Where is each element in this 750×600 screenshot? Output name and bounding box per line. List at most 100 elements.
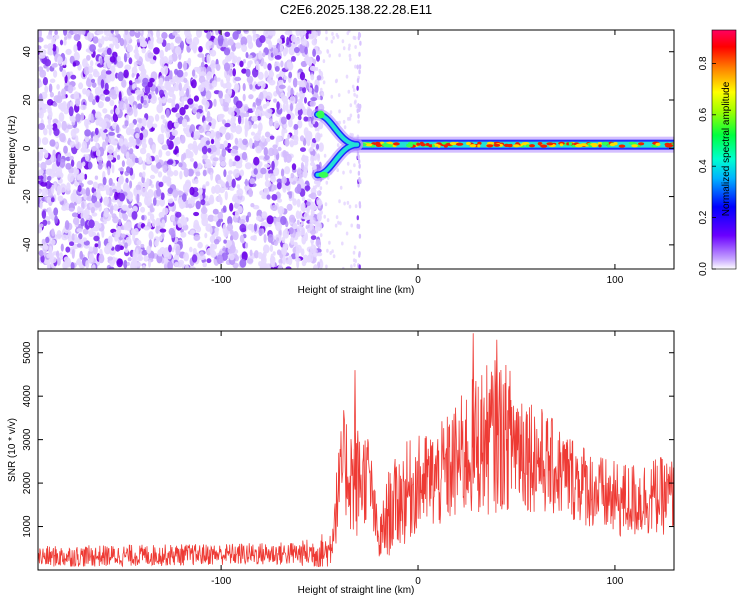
noise-blob — [93, 136, 99, 143]
noise-blob — [317, 154, 320, 159]
noise-blob — [143, 226, 150, 231]
noise-blob — [319, 258, 323, 263]
noise-blob — [166, 176, 171, 184]
noise-blob — [358, 252, 361, 258]
noise-blob — [220, 160, 227, 167]
noise-blob — [258, 228, 263, 237]
noise-blob — [174, 122, 179, 129]
noise-blob — [157, 133, 165, 144]
noise-blob — [139, 147, 147, 155]
noise-blob — [61, 120, 67, 131]
noise-blob — [318, 198, 322, 203]
noise-blob — [201, 81, 208, 87]
noise-blob — [99, 185, 104, 191]
noise-blob — [123, 182, 129, 193]
noise-blob — [119, 38, 125, 47]
noise-blob — [167, 198, 174, 204]
noise-blob — [82, 228, 89, 235]
noise-blob — [178, 162, 183, 168]
noise-blob — [39, 109, 44, 119]
noise-blob — [100, 79, 105, 89]
noise-blob — [349, 113, 353, 118]
noise-blob — [247, 60, 252, 69]
noise-blob — [39, 81, 43, 87]
noise-blob — [193, 161, 198, 169]
noise-blob — [211, 80, 218, 88]
noise-blob — [282, 247, 287, 257]
noise-blob — [101, 132, 106, 141]
noise-blob — [200, 199, 206, 206]
noise-blob — [151, 144, 156, 154]
branch-peak — [318, 171, 329, 178]
noise-blob — [51, 228, 55, 237]
noise-blob — [299, 43, 306, 54]
noise-blob — [166, 98, 173, 104]
y-tick-label: -20 — [22, 189, 33, 204]
noise-blob — [229, 244, 236, 254]
noise-blob — [329, 251, 333, 255]
noise-blob — [320, 92, 324, 96]
noise-blob — [310, 229, 316, 235]
noise-blob — [96, 30, 104, 35]
noise-blob — [204, 104, 208, 113]
signal-peak — [602, 142, 608, 146]
noise-blob — [46, 124, 54, 130]
noise-blob — [147, 81, 153, 88]
noise-blob — [188, 266, 196, 269]
noise-blob — [224, 31, 231, 37]
noise-blob — [314, 84, 319, 94]
noise-blob — [152, 123, 158, 129]
noise-blob — [123, 38, 127, 49]
noise-blob — [163, 264, 168, 269]
noise-blob — [264, 180, 271, 188]
noise-blob — [358, 201, 361, 207]
noise-blob — [210, 59, 216, 69]
noise-blob — [263, 187, 270, 194]
noise-blob — [158, 181, 164, 188]
noise-blob — [219, 99, 224, 105]
noise-blob — [354, 64, 357, 69]
noise-blob — [176, 69, 184, 78]
signal-peak — [449, 141, 457, 146]
noise-blob — [271, 160, 275, 171]
noise-blob — [97, 239, 101, 249]
noise-blob — [243, 105, 249, 112]
noise-blob — [305, 32, 309, 40]
noise-blob — [225, 132, 231, 141]
signal-peak — [606, 144, 611, 148]
noise-blob — [295, 231, 302, 237]
signal-peak — [540, 144, 548, 148]
noise-blob — [237, 115, 242, 125]
noise-blob — [193, 234, 201, 241]
noise-blob — [317, 30, 321, 37]
noise-blob — [70, 262, 75, 269]
noise-blob — [47, 207, 52, 216]
noise-blob — [310, 235, 317, 241]
noise-blob — [271, 194, 278, 201]
noise-blob — [268, 40, 273, 50]
noise-blob — [38, 52, 46, 59]
noise-blob — [306, 108, 313, 118]
noise-blob — [325, 30, 328, 35]
noise-blob — [44, 85, 49, 94]
noise-blob — [268, 169, 274, 175]
noise-blob — [159, 89, 164, 97]
noise-blob — [119, 245, 124, 250]
noise-blob — [79, 250, 83, 260]
noise-blob — [76, 40, 82, 51]
noise-blob — [48, 128, 52, 136]
noise-blob — [151, 218, 156, 228]
noise-blob — [276, 182, 282, 190]
noise-blob — [242, 113, 250, 118]
noise-blob — [357, 119, 360, 124]
noise-blob — [218, 113, 225, 119]
x-tick-label: 0 — [415, 275, 421, 286]
noise-blob — [255, 145, 262, 154]
noise-blob — [103, 207, 110, 218]
noise-blob — [65, 156, 71, 162]
noise-blob — [86, 31, 93, 42]
noise-blob — [40, 254, 45, 263]
signal-peak — [559, 143, 564, 147]
signal-peak — [374, 141, 381, 145]
noise-blob — [108, 32, 113, 41]
